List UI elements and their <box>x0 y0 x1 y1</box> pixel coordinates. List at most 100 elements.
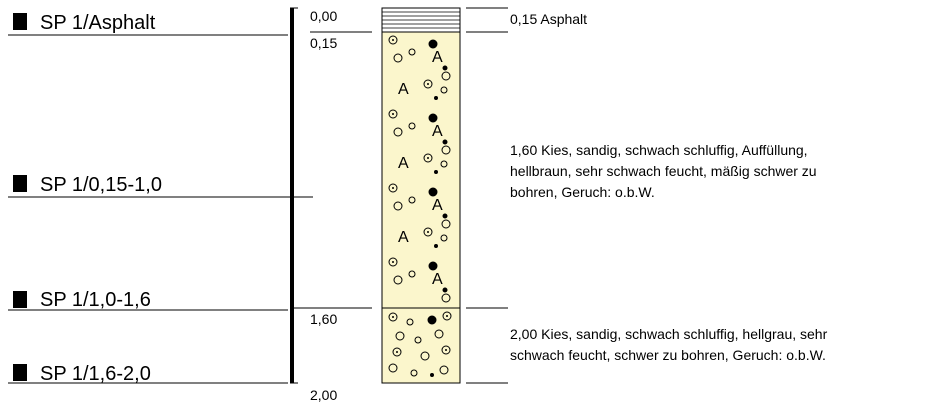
depth-label-top: 0,00 <box>310 8 337 24</box>
gravel-symbol <box>442 311 452 321</box>
gravel-symbol <box>428 261 438 271</box>
gravel-symbol <box>434 244 438 248</box>
gravel-dot <box>392 316 394 318</box>
gravel-symbol <box>408 270 416 278</box>
gravel-symbol <box>388 109 398 119</box>
sample-item: SP 1/1,0-1,6 <box>8 289 288 311</box>
gravel-dot <box>396 351 398 353</box>
gravel-symbol <box>434 170 438 174</box>
soil-column: A A A A A A A <box>381 7 461 384</box>
layer-description: 2,00 Kies, sandig, schwach schluffig, he… <box>510 326 828 342</box>
fill-symbol: A <box>398 81 409 98</box>
gravel-symbol <box>392 347 402 357</box>
gravel-pattern <box>388 311 452 377</box>
layer-description: 0,15 Asphalt <box>510 11 587 27</box>
layer-description: 1,60 Kies, sandig, schwach schluffig, Au… <box>510 142 808 158</box>
gravel-dot <box>427 157 429 159</box>
gravel-symbol <box>440 234 448 242</box>
gravel-symbol <box>430 373 434 377</box>
depth-axis: 0,00 0,15 1,60 2,00 <box>290 7 372 403</box>
gravel-symbol <box>440 160 448 168</box>
gravel-symbol <box>441 145 451 155</box>
gravel-dot <box>427 83 429 85</box>
gravel-symbol <box>393 53 403 63</box>
gravel-symbol <box>408 122 416 130</box>
sample-list: SP 1/Asphalt SP 1/0,15-1,0 SP 1/1,0-1,6 … <box>8 12 313 385</box>
sample-item: SP 1/1,6-2,0 <box>8 363 288 385</box>
fill-symbol: A <box>398 155 409 172</box>
gravel-symbol <box>420 351 430 361</box>
sample-label: SP 1/1,0-1,6 <box>40 289 151 311</box>
sample-label: SP 1/0,15-1,0 <box>40 174 162 196</box>
asphalt-hatch <box>382 11 460 29</box>
layer-boundaries <box>466 7 508 384</box>
depth-label: 1,60 <box>310 311 337 327</box>
gravel-symbol <box>388 183 398 193</box>
sample-marker <box>13 291 27 308</box>
sample-item: SP 1/0,15-1,0 <box>8 174 313 198</box>
gravel-symbol <box>423 79 433 89</box>
gravel-dot <box>446 315 448 317</box>
gravel-symbol <box>414 336 422 344</box>
gravel-symbol <box>441 345 451 355</box>
gravel-symbol <box>410 369 418 377</box>
layer-description: hellbraun, sehr schwach feucht, mäßig sc… <box>510 163 817 179</box>
gravel-symbol <box>408 48 416 56</box>
gravel-dot <box>392 261 394 263</box>
sample-marker <box>13 364 27 381</box>
sample-label: SP 1/Asphalt <box>40 12 156 34</box>
depth-label: 0,15 <box>310 35 337 51</box>
gravel-symbol <box>423 153 433 163</box>
gravel-symbol <box>388 363 398 373</box>
gravel-symbol <box>441 219 451 229</box>
gravel-symbol <box>408 196 416 204</box>
sample-label: SP 1/1,6-2,0 <box>40 363 151 385</box>
gravel-symbol <box>427 315 437 325</box>
gravel-symbol <box>388 35 398 45</box>
gravel-symbol <box>434 329 444 339</box>
gravel-symbol <box>442 213 448 219</box>
gravel-dot <box>427 231 429 233</box>
gravel-symbol <box>428 187 438 197</box>
gravel-symbol <box>388 312 398 322</box>
fill-symbol: A <box>432 271 443 288</box>
gravel-symbol <box>428 113 438 123</box>
fill-gravel-pattern: A A A A A A A <box>388 35 451 303</box>
gravel-symbol <box>434 96 438 100</box>
gravel-dot <box>445 349 447 351</box>
sample-item: SP 1/Asphalt <box>8 12 288 36</box>
gravel-symbol <box>388 257 398 267</box>
sample-marker <box>13 13 27 30</box>
gravel-symbol <box>441 71 451 81</box>
layer-description: schwach feucht, schwer zu bohren, Geruch… <box>510 347 826 363</box>
gravel-symbol <box>428 39 438 49</box>
gravel-symbol <box>442 287 448 293</box>
gravel-dot <box>392 113 394 115</box>
sample-marker <box>13 175 27 192</box>
gravel-symbol <box>393 127 403 137</box>
gravel-symbol <box>423 227 433 237</box>
gravel-dot <box>392 39 394 41</box>
fill-symbol: A <box>432 197 443 214</box>
depth-label: 2,00 <box>310 387 337 403</box>
gravel-symbol <box>442 139 448 145</box>
gravel-symbol <box>406 318 414 326</box>
fill-symbol: A <box>398 229 409 246</box>
gravel-symbol <box>393 201 403 211</box>
layer-fill-gravel: A A A A A A A <box>381 31 461 309</box>
layer-description: bohren, Geruch: o.b.W. <box>510 184 655 200</box>
gravel-symbol <box>439 365 449 375</box>
fill-symbol: A <box>432 49 443 66</box>
gravel-symbol <box>395 331 405 341</box>
fill-symbol: A <box>432 123 443 140</box>
gravel-symbol <box>393 275 403 285</box>
layer-asphalt <box>381 7 461 33</box>
gravel-symbol <box>440 86 448 94</box>
gravel-symbol <box>442 65 448 71</box>
layer-gravel <box>381 307 461 384</box>
fill-gravel-rect <box>381 31 461 309</box>
gravel-dot <box>392 187 394 189</box>
layer-descriptions: 0,15 Asphalt 1,60 Kies, sandig, schwach … <box>510 11 828 363</box>
gravel-symbol <box>441 293 451 303</box>
